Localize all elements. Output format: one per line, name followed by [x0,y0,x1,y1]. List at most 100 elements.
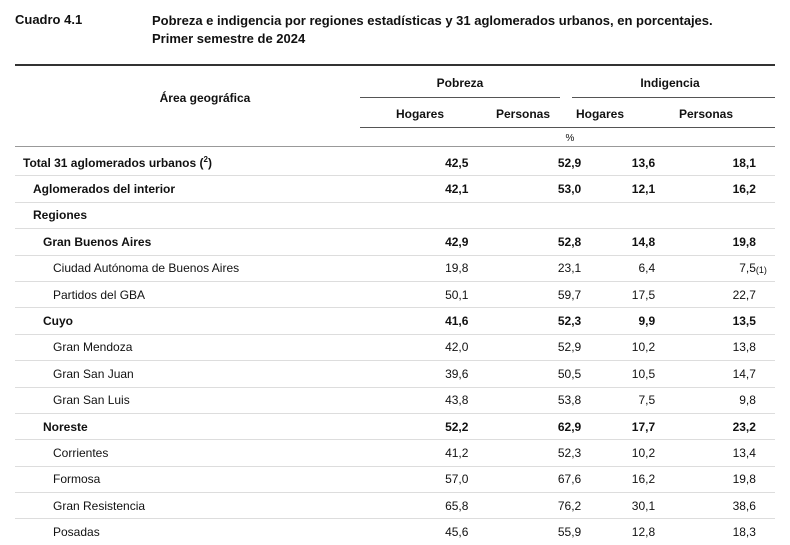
cell-pobreza-personas: 55,9 [557,525,582,540]
cell-pobreza-hogares: 42,0 [381,334,481,362]
cell-note [755,281,775,309]
table-caption-label: Cuadro 4.1 [15,12,83,27]
cell-note: (1) [755,255,775,282]
cell-indigencia-personas: 16,2 [655,175,756,203]
cell-pobreza-hogares: 41,6 [381,307,481,335]
row-label: Total 31 aglomerados urbanos (2) [15,150,382,177]
cell-pobreza-personas: 53,0 [480,175,582,203]
row-label: Regiones [15,202,382,230]
cell-pobreza-personas: 52,9 [480,334,582,362]
cell-indigencia-personas: 19,8 [655,228,756,256]
unit-label: % [565,133,575,144]
cell-pobreza-personas: 62,9 [480,413,582,441]
table-row: Formosa 57,0 67,6 16,2 19,8 [15,466,775,494]
cell-pobreza-hogares: 43,8 [381,387,481,414]
row-label: Posadas [53,525,100,540]
header-pobreza-personas: Personas [495,107,551,121]
header-bottom-rule [360,127,775,128]
cell-pobreza-personas: 59,7 [480,281,582,309]
table-caption-title: Pobreza e indigencia por regiones estadí… [152,12,713,48]
cell-indigencia-hogares: 10,5 [581,360,656,388]
cell-pobreza-hogares: 42,9 [381,228,481,256]
table-title-line-1: Pobreza e indigencia por regiones estadí… [152,13,713,28]
cell-pobreza-personas [480,202,582,230]
cell-indigencia-hogares: 7,5 [581,387,656,414]
header-indigencia-personas: Personas [678,107,734,121]
row-label: Noreste [15,413,382,441]
cell-note [755,466,775,494]
table-title-line-2: Primer semestre de 2024 [152,31,306,46]
cell-indigencia-personas: 14,7 [655,360,756,388]
cell-indigencia-personas: 13,4 [655,439,756,467]
cell-indigencia-personas: 18,1 [655,150,756,177]
table-row: Aglomerados del interior 42,1 53,0 12,1 … [15,175,775,203]
row-label: Partidos del GBA [15,281,382,309]
cell-pobreza-hogares: 65,8 [381,492,481,520]
row-label: Gran San Juan [15,360,382,388]
table-row: Gran San Luis 43,8 53,8 7,5 9,8 [15,387,775,414]
header-area: Área geográfica [159,91,251,105]
row-label: Corrientes [15,439,382,467]
cell-indigencia-personas [655,202,756,230]
table-row: Gran Mendoza 42,0 52,9 10,2 13,8 [15,334,775,362]
cell-pobreza-personas: 52,8 [480,228,582,256]
table-row: Corrientes 41,2 52,3 10,2 13,4 [15,439,775,467]
table-row: Regiones [15,202,775,230]
cell-pobreza-hogares: 39,6 [381,360,481,388]
cell-indigencia-hogares: 12,1 [581,175,656,203]
cell-indigencia-hogares: 9,9 [581,307,656,335]
table-row: Noreste 52,2 62,9 17,7 23,2 [15,413,775,441]
cell-indigencia-personas: 23,2 [655,413,756,441]
table-row: Gran Buenos Aires 42,9 52,8 14,8 19,8 [15,228,775,256]
cell-indigencia-personas: 9,8 [655,387,756,414]
header-pobreza: Pobreza [436,76,484,90]
row-label: Gran San Luis [15,387,382,414]
row-label: Gran Buenos Aires [15,228,382,256]
table-row: Total 31 aglomerados urbanos (2) 42,5 52… [15,150,775,177]
row-label: Ciudad Autónoma de Buenos Aires [15,255,382,282]
cell-indigencia-hogares: 17,7 [581,413,656,441]
cell-note [755,150,775,177]
cell-note [755,439,775,467]
header-end-rule [15,146,775,147]
cell-pobreza-personas: 52,3 [480,439,582,467]
cell-indigencia-personas: 13,8 [655,334,756,362]
cell-pobreza-personas: 52,9 [480,150,582,177]
cell-pobreza-hogares: 42,5 [381,150,481,177]
row-label: Cuyo [15,307,382,335]
cell-note [755,228,775,256]
cell-note [755,413,775,441]
cell-note [755,360,775,388]
cell-pobreza-hogares: 41,2 [381,439,481,467]
cell-pobreza-hogares: 52,2 [381,413,481,441]
table-row: Posadas 45,6 55,9 12,8 18,3 [15,519,775,545]
cell-pobreza-hogares: 45,6 [445,525,469,540]
poverty-table: Total 31 aglomerados urbanos (2) 42,5 52… [15,150,775,545]
cell-note [755,387,775,414]
cell-pobreza-personas: 52,3 [480,307,582,335]
table-row: Cuyo 41,6 52,3 9,9 13,5 [15,307,775,335]
top-rule [15,64,775,66]
cell-indigencia-hogares: 6,4 [581,255,656,282]
cell-note [755,175,775,203]
header-indigencia-hogares: Hogares [575,107,625,121]
cell-note [755,202,775,230]
cell-pobreza-personas: 23,1 [480,255,582,282]
cell-indigencia-hogares: 17,5 [581,281,656,309]
row-label: Formosa [15,466,382,494]
cell-indigencia-hogares [581,202,656,230]
cell-pobreza-hogares: 50,1 [381,281,481,309]
cell-indigencia-hogares: 10,2 [581,334,656,362]
cell-indigencia-personas: 22,7 [655,281,756,309]
cell-indigencia-personas: 38,6 [655,492,756,520]
cell-pobreza-hogares [381,202,481,230]
cell-indigencia-personas: 18,3 [732,525,756,540]
cell-note [755,334,775,362]
cell-pobreza-personas: 67,6 [480,466,582,494]
cell-pobreza-personas: 76,2 [480,492,582,520]
cell-note [755,492,775,520]
cell-note [755,307,775,335]
cell-indigencia-personas: 13,5 [655,307,756,335]
cell-indigencia-hogares: 30,1 [581,492,656,520]
cell-indigencia-hogares: 13,6 [581,150,656,177]
